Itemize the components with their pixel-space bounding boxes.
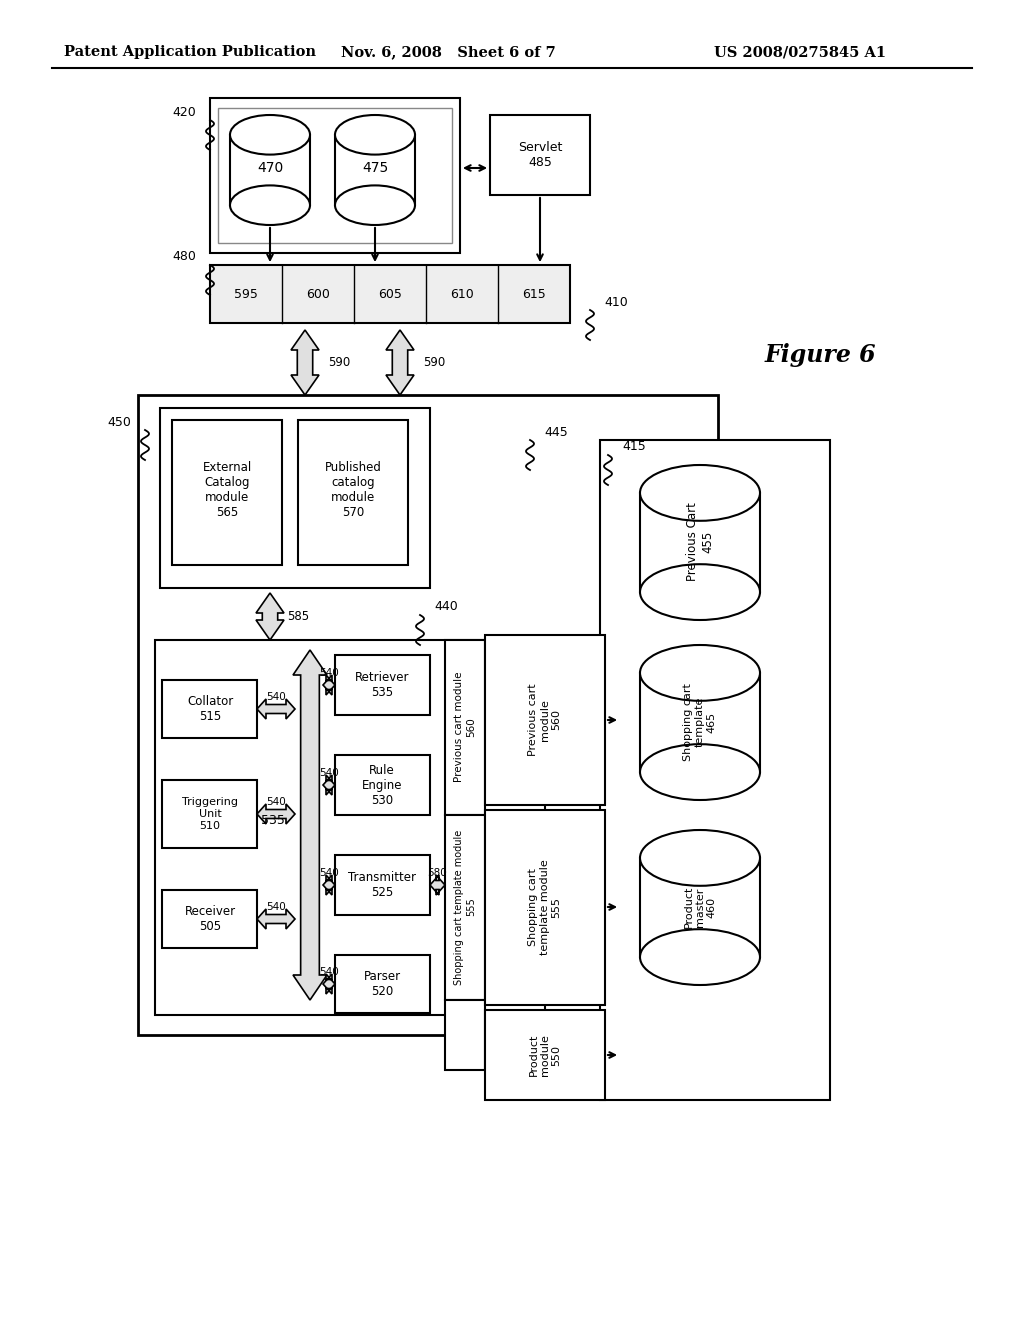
Text: 580: 580 [427,869,446,878]
Polygon shape [256,593,284,640]
Text: 440: 440 [434,601,458,614]
Text: 540: 540 [266,902,286,912]
Text: 605: 605 [378,288,402,301]
Polygon shape [257,804,295,824]
Bar [210,98,460,253]
Text: Servlet
485: Servlet 485 [518,141,562,169]
Text: 540: 540 [266,692,286,702]
Text: Product
module
550: Product module 550 [528,1034,561,1076]
Polygon shape [230,135,310,205]
Ellipse shape [640,465,760,521]
Text: Patent Application Publication: Patent Application Publication [63,45,316,59]
Bar [445,1001,485,1071]
Bar [445,640,485,814]
Text: 615: 615 [522,288,546,301]
Bar [162,890,257,948]
Text: 445: 445 [544,425,567,438]
Text: 540: 540 [319,768,339,777]
Bar [160,408,430,587]
Text: Published
catalog
module
570: Published catalog module 570 [325,461,381,519]
Polygon shape [257,909,295,929]
Ellipse shape [640,929,760,985]
Text: Parser
520: Parser 520 [364,970,400,998]
Text: 540: 540 [266,797,286,807]
Polygon shape [291,330,319,395]
Text: Product
master
460: Product master 460 [683,886,717,928]
Ellipse shape [230,115,310,154]
Polygon shape [323,974,335,994]
Bar [335,755,430,814]
Ellipse shape [640,830,760,886]
Polygon shape [323,875,335,895]
Polygon shape [640,673,760,772]
Bar [335,855,430,915]
Text: Nov. 6, 2008   Sheet 6 of 7: Nov. 6, 2008 Sheet 6 of 7 [341,45,555,59]
Text: 610: 610 [451,288,474,301]
Polygon shape [257,700,295,719]
Bar [298,420,408,565]
Text: Figure 6: Figure 6 [764,343,876,367]
Polygon shape [323,675,335,696]
Text: Shopping cart
template module
555: Shopping cart template module 555 [528,859,561,954]
Bar [162,780,257,847]
Text: 600: 600 [306,288,330,301]
Bar [485,810,605,1005]
Text: 590: 590 [328,355,350,368]
Text: 450: 450 [108,416,131,429]
Text: 475: 475 [361,161,388,176]
Text: 480: 480 [172,251,196,264]
Bar [490,115,590,195]
Text: 585: 585 [287,610,309,623]
Bar [335,954,430,1012]
Bar [600,440,830,1100]
Text: 535: 535 [261,813,285,826]
Text: Previous Cart
455: Previous Cart 455 [686,503,714,581]
Text: 540: 540 [319,869,339,878]
Text: Rule
Engine
530: Rule Engine 530 [361,763,402,807]
Ellipse shape [335,185,415,224]
Text: Previous cart
module
560: Previous cart module 560 [528,684,561,756]
Ellipse shape [640,645,760,701]
Polygon shape [386,330,414,395]
Bar [138,395,718,1035]
Text: Retriever
535: Retriever 535 [354,671,410,700]
Ellipse shape [640,744,760,800]
Text: 470: 470 [257,161,283,176]
Bar [485,1010,605,1100]
Text: Receiver
505: Receiver 505 [184,906,236,933]
Polygon shape [293,649,327,1001]
Text: Shopping cart template module
555: Shopping cart template module 555 [455,829,476,985]
Text: External
Catalog
module
565: External Catalog module 565 [203,461,252,519]
Text: 540: 540 [319,968,339,977]
Text: 595: 595 [234,288,258,301]
Text: Collator
515: Collator 515 [186,696,233,723]
Text: 415: 415 [622,441,646,454]
Bar [172,420,282,565]
Text: US 2008/0275845 A1: US 2008/0275845 A1 [714,45,886,59]
Text: 590: 590 [423,355,445,368]
Bar [162,680,257,738]
Polygon shape [323,775,335,795]
Ellipse shape [230,185,310,224]
Bar [218,108,452,243]
Polygon shape [430,875,445,895]
Text: 410: 410 [604,296,628,309]
Bar [335,655,430,715]
Bar [445,814,485,1001]
Text: 420: 420 [172,106,196,119]
Bar [485,635,605,805]
Text: Shopping cart
template
465: Shopping cart template 465 [683,682,717,760]
Polygon shape [640,858,760,957]
Ellipse shape [640,564,760,620]
Text: 540: 540 [319,668,339,678]
Bar [155,640,545,1015]
Polygon shape [335,135,415,205]
Bar [210,265,570,323]
Text: Transmitter
525: Transmitter 525 [348,871,416,899]
Text: Previous cart module
560: Previous cart module 560 [455,672,476,783]
Polygon shape [640,492,760,593]
Text: Triggering
Unit
510: Triggering Unit 510 [182,797,238,830]
Ellipse shape [335,115,415,154]
